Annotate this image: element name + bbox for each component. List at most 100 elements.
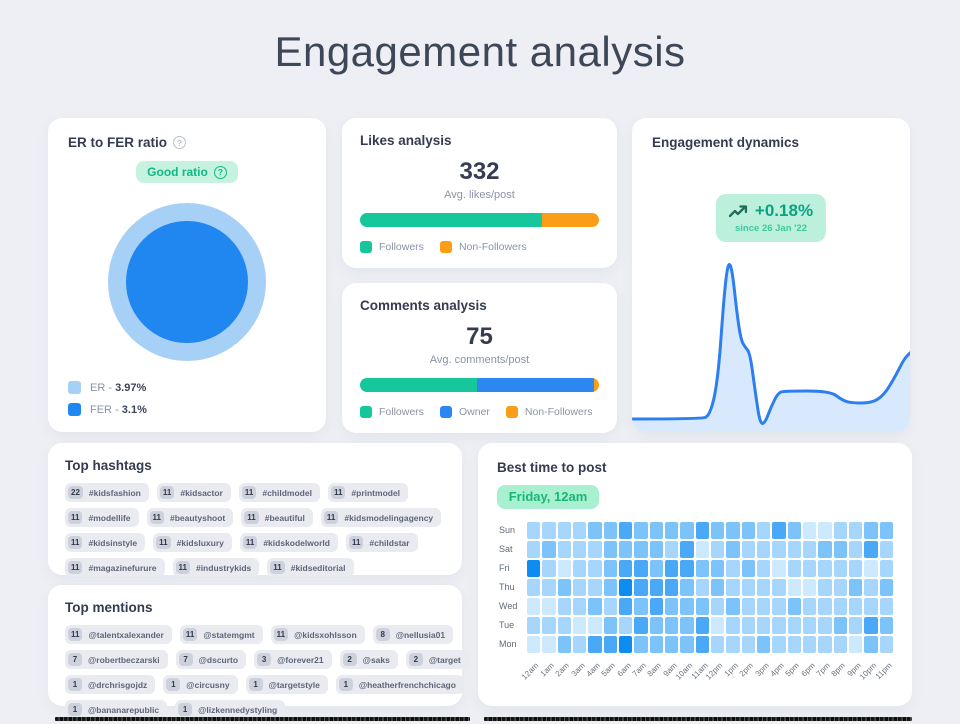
heatmap-cell[interactable] bbox=[588, 598, 602, 615]
heatmap-cell[interactable] bbox=[879, 560, 893, 577]
heatmap-cell[interactable] bbox=[649, 541, 663, 558]
heatmap-cell[interactable] bbox=[710, 522, 725, 539]
heatmap-cell[interactable] bbox=[588, 636, 602, 653]
mention-chip[interactable]: 1 @drchrisgojdz bbox=[65, 675, 156, 694]
heatmap-cell[interactable] bbox=[833, 598, 847, 615]
heatmap-cell[interactable] bbox=[833, 579, 847, 596]
help-icon[interactable]: ? bbox=[213, 165, 227, 179]
heatmap-cell[interactable] bbox=[772, 522, 786, 539]
heatmap-cell[interactable] bbox=[572, 617, 587, 634]
heatmap-cell[interactable] bbox=[818, 598, 832, 615]
heatmap-cell[interactable] bbox=[664, 617, 679, 634]
mention-chip[interactable]: 1 @circusny bbox=[163, 675, 238, 694]
heatmap-cell[interactable] bbox=[879, 598, 893, 615]
heatmap-cell[interactable] bbox=[557, 560, 571, 577]
heatmap-cell[interactable] bbox=[864, 636, 878, 653]
hashtag-chip[interactable]: 11 #kidsluxury bbox=[153, 533, 232, 552]
mention-chip[interactable]: 1 @targetstyle bbox=[245, 675, 328, 694]
heatmap-cell[interactable] bbox=[756, 579, 771, 596]
heatmap-cell[interactable] bbox=[833, 617, 847, 634]
heatmap-cell[interactable] bbox=[664, 560, 679, 577]
heatmap-cell[interactable] bbox=[542, 541, 556, 558]
heatmap-cell[interactable] bbox=[741, 598, 755, 615]
heatmap-cell[interactable] bbox=[649, 560, 663, 577]
heatmap-cell[interactable] bbox=[741, 541, 755, 558]
heatmap-cell[interactable] bbox=[603, 636, 617, 653]
heatmap-cell[interactable] bbox=[557, 579, 571, 596]
heatmap-cell[interactable] bbox=[741, 617, 755, 634]
heatmap-cell[interactable] bbox=[572, 636, 587, 653]
heatmap-cell[interactable] bbox=[756, 636, 771, 653]
heatmap-cell[interactable] bbox=[588, 617, 602, 634]
heatmap-cell[interactable] bbox=[664, 598, 679, 615]
heatmap-cell[interactable] bbox=[695, 598, 709, 615]
heatmap-cell[interactable] bbox=[864, 598, 878, 615]
heatmap-cell[interactable] bbox=[557, 636, 571, 653]
mention-chip[interactable]: 7 @robertbeczarski bbox=[65, 650, 168, 669]
heatmap-cell[interactable] bbox=[603, 579, 617, 596]
heatmap-cell[interactable] bbox=[833, 541, 847, 558]
heatmap-cell[interactable] bbox=[618, 541, 633, 558]
heatmap-cell[interactable] bbox=[649, 522, 663, 539]
mention-chip[interactable]: 8 @nellusia01 bbox=[372, 625, 454, 644]
heatmap-cell[interactable] bbox=[848, 541, 863, 558]
heatmap-cell[interactable] bbox=[802, 617, 817, 634]
heatmap-cell[interactable] bbox=[833, 522, 847, 539]
heatmap-cell[interactable] bbox=[649, 598, 663, 615]
heatmap-cell[interactable] bbox=[634, 541, 648, 558]
heatmap-cell[interactable] bbox=[756, 617, 771, 634]
heatmap-cell[interactable] bbox=[802, 579, 817, 596]
heatmap-cell[interactable] bbox=[864, 522, 878, 539]
heatmap-cell[interactable] bbox=[726, 579, 740, 596]
heatmap-cell[interactable] bbox=[879, 522, 893, 539]
heatmap-cell[interactable] bbox=[618, 636, 633, 653]
heatmap-cell[interactable] bbox=[527, 598, 541, 615]
heatmap-cell[interactable] bbox=[726, 617, 740, 634]
heatmap-cell[interactable] bbox=[680, 522, 694, 539]
heatmap-cell[interactable] bbox=[603, 560, 617, 577]
heatmap-cell[interactable] bbox=[542, 598, 556, 615]
heatmap-cell[interactable] bbox=[542, 617, 556, 634]
heatmap-cell[interactable] bbox=[634, 579, 648, 596]
heatmap-cell[interactable] bbox=[695, 636, 709, 653]
heatmap-cell[interactable] bbox=[787, 598, 801, 615]
heatmap-cell[interactable] bbox=[634, 522, 648, 539]
heatmap-cell[interactable] bbox=[802, 598, 817, 615]
heatmap-cell[interactable] bbox=[787, 617, 801, 634]
heatmap-cell[interactable] bbox=[818, 636, 832, 653]
heatmap-cell[interactable] bbox=[542, 579, 556, 596]
heatmap-cell[interactable] bbox=[848, 636, 863, 653]
heatmap-cell[interactable] bbox=[603, 617, 617, 634]
heatmap-cell[interactable] bbox=[557, 541, 571, 558]
heatmap-cell[interactable] bbox=[802, 560, 817, 577]
heatmap-cell[interactable] bbox=[557, 598, 571, 615]
heatmap-cell[interactable] bbox=[818, 522, 832, 539]
heatmap-cell[interactable] bbox=[802, 541, 817, 558]
heatmap-cell[interactable] bbox=[741, 579, 755, 596]
heatmap-cell[interactable] bbox=[634, 636, 648, 653]
heatmap-cell[interactable] bbox=[848, 560, 863, 577]
heatmap-cell[interactable] bbox=[664, 579, 679, 596]
heatmap-cell[interactable] bbox=[741, 636, 755, 653]
heatmap-cell[interactable] bbox=[772, 598, 786, 615]
heatmap-cell[interactable] bbox=[848, 579, 863, 596]
heatmap-cell[interactable] bbox=[557, 522, 571, 539]
heatmap-cell[interactable] bbox=[695, 617, 709, 634]
heatmap-cell[interactable] bbox=[787, 579, 801, 596]
heatmap-cell[interactable] bbox=[695, 522, 709, 539]
heatmap-cell[interactable] bbox=[588, 579, 602, 596]
heatmap-cell[interactable] bbox=[542, 560, 556, 577]
heatmap-cell[interactable] bbox=[756, 522, 771, 539]
heatmap-cell[interactable] bbox=[618, 522, 633, 539]
heatmap-cell[interactable] bbox=[618, 598, 633, 615]
heatmap-cell[interactable] bbox=[864, 560, 878, 577]
heatmap-cell[interactable] bbox=[879, 617, 893, 634]
heatmap-cell[interactable] bbox=[649, 636, 663, 653]
heatmap-cell[interactable] bbox=[726, 636, 740, 653]
hashtag-chip[interactable]: 11 #kidseditorial bbox=[267, 558, 354, 577]
hashtag-chip[interactable]: 11 #kidsinstyle bbox=[65, 533, 146, 552]
hashtag-chip[interactable]: 11 #kidskodelworld bbox=[239, 533, 338, 552]
heatmap-cell[interactable] bbox=[695, 579, 709, 596]
hashtag-chip[interactable]: 11 #printmodel bbox=[327, 483, 409, 502]
heatmap-cell[interactable] bbox=[664, 541, 679, 558]
